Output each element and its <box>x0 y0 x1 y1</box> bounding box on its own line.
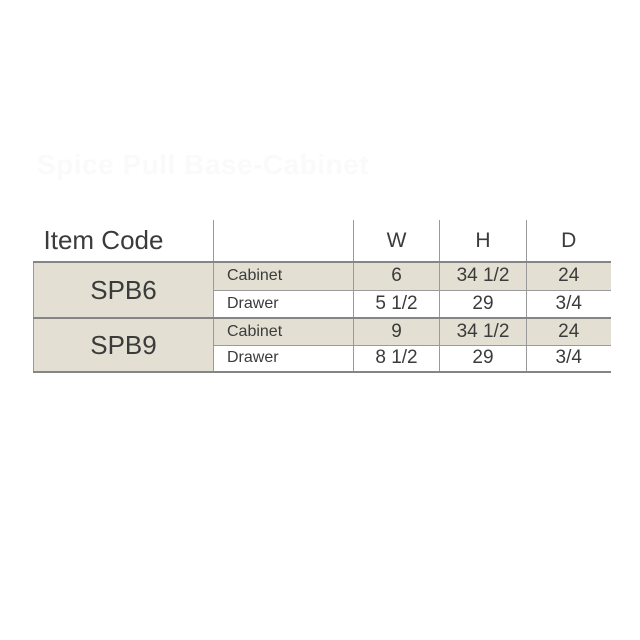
dim-value-cell-h: 29 <box>439 290 527 319</box>
dim-value-cell-d: 24 <box>526 262 611 291</box>
header-item-code: Item Code <box>33 220 214 263</box>
table-row-spb6-drawer: Drawer 5 1/2 29 3/4 <box>34 290 611 319</box>
table-row-spb9-cabinet: SPB9 Cabinet 9 34 1/2 24 <box>33 318 611 373</box>
item-code-cell-spb9: SPB9 <box>33 318 214 373</box>
dim-value-cell-h: 34 1/2 <box>439 262 527 291</box>
dim-value-cell-w: 9 <box>353 318 440 346</box>
dim-value-cell-w: 6 <box>353 262 440 291</box>
watermark-text: Spice Pull Base-Cabinet <box>37 149 370 180</box>
dim-value-cell-d: 24 <box>526 318 611 346</box>
dim-value-cell-h: 29 <box>439 345 527 373</box>
table-row-spb6-cabinet: SPB6 Cabinet 6 34 1/2 24 <box>33 262 611 319</box>
spec-table: Item Code W H D SPB6 Cabinet 6 34 1/2 24… <box>33 220 611 373</box>
column-header-w: W <box>353 220 440 263</box>
dim-value-cell-w: 8 1/2 <box>353 345 440 373</box>
dim-value-cell-d: 3/4 <box>526 290 611 319</box>
header-type-empty <box>213 220 354 263</box>
column-header-h: H <box>439 220 527 263</box>
table-row-spb9-drawer: Drawer 8 1/2 29 3/4 <box>34 345 611 373</box>
dim-value-cell-w: 5 1/2 <box>353 290 440 319</box>
type-cell: Drawer <box>213 290 354 319</box>
type-cell: Cabinet <box>213 318 354 346</box>
column-header-d: D <box>526 220 611 263</box>
dim-value-cell-h: 34 1/2 <box>439 318 527 346</box>
dim-value-cell-d: 3/4 <box>526 345 611 373</box>
item-code-cell-spb6: SPB6 <box>33 262 214 319</box>
type-cell: Drawer <box>213 345 354 373</box>
type-cell: Cabinet <box>213 262 354 291</box>
header-row: Item Code W H D <box>33 220 611 263</box>
